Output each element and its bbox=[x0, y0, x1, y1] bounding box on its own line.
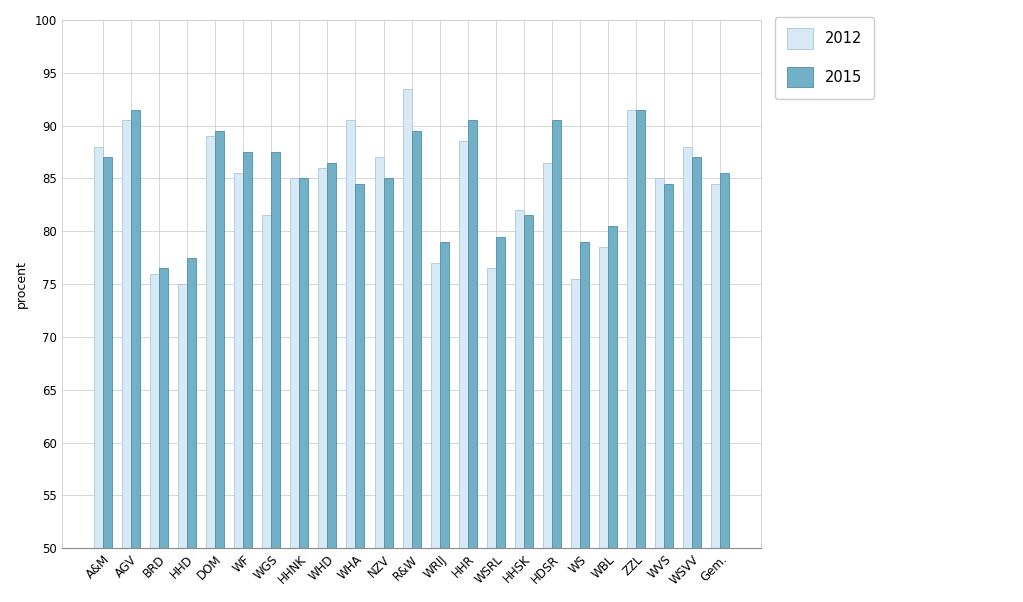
Bar bbox=[580, 242, 589, 602]
Bar bbox=[411, 131, 420, 602]
Bar bbox=[571, 279, 580, 602]
Bar bbox=[271, 152, 280, 602]
Bar bbox=[122, 120, 131, 602]
Bar bbox=[683, 147, 693, 602]
Bar bbox=[327, 163, 337, 602]
Bar bbox=[664, 184, 673, 602]
Bar bbox=[159, 268, 168, 602]
Bar bbox=[487, 268, 496, 602]
Bar bbox=[300, 178, 308, 602]
Bar bbox=[627, 110, 636, 602]
Bar bbox=[693, 157, 702, 602]
Bar bbox=[234, 173, 243, 602]
Bar bbox=[608, 226, 617, 602]
Bar bbox=[384, 178, 393, 602]
Bar bbox=[720, 173, 729, 602]
Bar bbox=[318, 168, 327, 602]
Bar bbox=[291, 178, 300, 602]
Bar bbox=[440, 242, 449, 602]
Bar bbox=[458, 141, 468, 602]
Bar bbox=[215, 131, 224, 602]
Y-axis label: procent: procent bbox=[15, 260, 28, 308]
Bar bbox=[94, 147, 103, 602]
Bar bbox=[206, 136, 215, 602]
Bar bbox=[103, 157, 112, 602]
Bar bbox=[552, 120, 561, 602]
Bar bbox=[599, 247, 608, 602]
Bar bbox=[187, 258, 196, 602]
Legend: 2012, 2015: 2012, 2015 bbox=[775, 17, 874, 99]
Bar bbox=[131, 110, 140, 602]
Bar bbox=[403, 88, 411, 602]
Bar bbox=[515, 210, 524, 602]
Bar bbox=[431, 263, 440, 602]
Bar bbox=[355, 184, 364, 602]
Bar bbox=[636, 110, 646, 602]
Bar bbox=[543, 163, 552, 602]
Bar bbox=[656, 178, 664, 602]
Bar bbox=[374, 157, 384, 602]
Bar bbox=[711, 184, 720, 602]
Bar bbox=[496, 237, 504, 602]
Bar bbox=[262, 216, 271, 602]
Bar bbox=[150, 273, 159, 602]
Bar bbox=[347, 120, 355, 602]
Bar bbox=[178, 284, 187, 602]
Bar bbox=[468, 120, 477, 602]
Bar bbox=[243, 152, 252, 602]
Bar bbox=[524, 216, 533, 602]
